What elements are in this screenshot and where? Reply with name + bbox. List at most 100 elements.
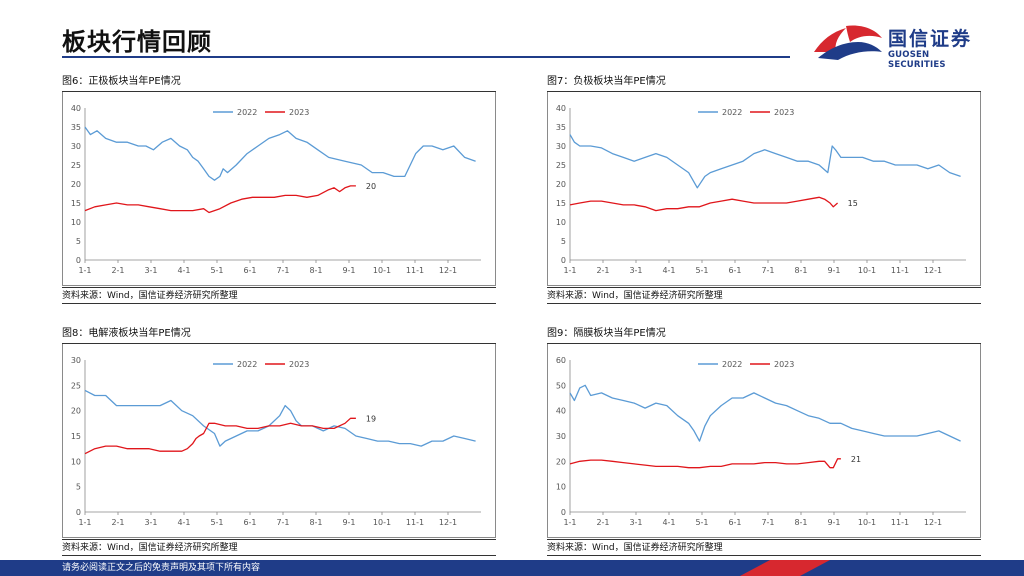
x-tick-label: 6-1	[728, 266, 741, 275]
x-tick-label: 2-1	[596, 518, 609, 527]
legend-label-2022: 2022	[722, 360, 742, 369]
x-tick-label: 6-1	[243, 266, 256, 275]
legend-label-2022: 2022	[237, 360, 257, 369]
x-tick-label: 9-1	[827, 518, 840, 527]
x-tick-label: 11-1	[406, 518, 424, 527]
x-tick-label: 12-1	[439, 518, 457, 527]
legend-label-2023: 2023	[774, 108, 794, 117]
x-tick-label: 11-1	[891, 518, 909, 527]
x-tick-label: 5-1	[210, 518, 223, 527]
legend-label-2023: 2023	[289, 360, 309, 369]
y-tick-label: 0	[561, 256, 566, 265]
y-tick-label: 40	[71, 104, 81, 113]
y-tick-label: 40	[556, 104, 566, 113]
series-line-2023	[84, 185, 356, 214]
y-tick-label: 5	[76, 483, 81, 492]
chart-frame: 0 5 10 15 20 25 30 35 40 1-1 2-1 3-1 4-1 5-1 6-1 7-1 8-1…	[62, 92, 496, 286]
chart-frame: 0 5 10 15 20 25 30 35 40 1-1 2-1 3-1 4-1 5-1 6-1 7-1 8-1…	[547, 92, 981, 286]
x-tick-label: 7-1	[761, 266, 774, 275]
x-tick-label: 6-1	[243, 518, 256, 527]
x-tick-label: 5-1	[695, 518, 708, 527]
legend-label-2022: 2022	[237, 108, 257, 117]
legend-label-2023: 2023	[774, 360, 794, 369]
y-tick-label: 35	[556, 123, 566, 132]
figure-caption: 图9：隔膜板块当年PE情况	[547, 326, 981, 344]
y-tick-label: 0	[561, 508, 566, 517]
y-tick-label: 5	[561, 237, 566, 246]
x-tick-label: 8-1	[309, 266, 322, 275]
y-tick-label: 30	[71, 356, 81, 365]
series-line-2023	[84, 417, 356, 455]
y-tick-label: 50	[556, 381, 566, 390]
end-value-label: 21	[851, 455, 861, 464]
x-tick-label: 7-1	[761, 518, 774, 527]
x-tick-label: 3-1	[629, 266, 642, 275]
y-tick-label: 0	[76, 256, 81, 265]
x-tick-label: 10-1	[858, 518, 876, 527]
series-line-2022	[84, 389, 476, 447]
y-tick-label: 15	[71, 199, 81, 208]
x-tick-label: 10-1	[858, 266, 876, 275]
x-tick-label: 11-1	[406, 266, 424, 275]
y-tick-label: 30	[556, 142, 566, 151]
y-tick-label: 20	[556, 180, 566, 189]
x-tick-label: 9-1	[827, 266, 840, 275]
x-tick-label: 5-1	[695, 266, 708, 275]
y-tick-label: 25	[71, 161, 81, 170]
x-tick-label: 11-1	[891, 266, 909, 275]
y-tick-label: 30	[71, 142, 81, 151]
x-tick-label: 12-1	[924, 518, 942, 527]
x-tick-label: 8-1	[794, 518, 807, 527]
x-tick-label: 2-1	[596, 266, 609, 275]
logo-name-en: GUOSEN SECURITIES	[888, 50, 946, 70]
x-tick-label: 4-1	[662, 518, 675, 527]
x-tick-label: 1-1	[78, 266, 91, 275]
x-tick-label: 2-1	[111, 518, 124, 527]
figure-caption: 图7：负极板块当年PE情况	[547, 74, 981, 92]
logo-name-cn: 国信证券	[888, 28, 973, 50]
pe-line-chart: 0 5 10 15 20 25 30 35 40 1-1 2-1 3-1 4-1 5-1 6-1 7-1 8-1…	[71, 104, 481, 275]
x-tick-label: 9-1	[342, 266, 355, 275]
end-value-label: 19	[366, 414, 376, 423]
chart-frame: 0 5 10 15 20 25 30 1-1 2-1 3-1 4-1 5-1 6-1 7-1 8-1 9-1 1…	[62, 344, 496, 538]
figure-caption: 图6：正极板块当年PE情况	[62, 74, 496, 92]
title-rule	[62, 56, 790, 58]
x-tick-label: 10-1	[373, 266, 391, 275]
y-tick-label: 15	[556, 199, 566, 208]
x-tick-label: 4-1	[177, 518, 190, 527]
y-tick-label: 15	[71, 432, 81, 441]
pe-line-chart: 0 5 10 15 20 25 30 35 40 1-1 2-1 3-1 4-1 5-1 6-1 7-1 8-1…	[556, 104, 966, 275]
y-tick-label: 20	[71, 407, 81, 416]
x-tick-label: 3-1	[144, 518, 157, 527]
x-tick-label: 8-1	[309, 518, 322, 527]
x-tick-label: 7-1	[276, 518, 289, 527]
legend-label-2023: 2023	[289, 108, 309, 117]
figure-source: 资料来源：Wind，国信证券经济研究所整理	[547, 539, 981, 556]
x-tick-label: 9-1	[342, 518, 355, 527]
footer-decoration	[740, 560, 1024, 576]
x-tick-label: 8-1	[794, 266, 807, 275]
x-tick-label: 1-1	[563, 266, 576, 275]
figure-caption: 图8：电解液板块当年PE情况	[62, 326, 496, 344]
x-tick-label: 1-1	[563, 518, 576, 527]
series-line-2022	[569, 134, 961, 189]
figure-source: 资料来源：Wind，国信证券经济研究所整理	[547, 287, 981, 304]
x-tick-label: 1-1	[78, 518, 91, 527]
y-tick-label: 10	[71, 457, 81, 466]
figure-source: 资料来源：Wind，国信证券经济研究所整理	[62, 287, 496, 304]
x-tick-label: 4-1	[177, 266, 190, 275]
x-tick-label: 5-1	[210, 266, 223, 275]
footer-disclaimer: 请务必阅读正文之后的免责声明及其项下所有内容	[62, 563, 261, 573]
legend-label-2022: 2022	[722, 108, 742, 117]
y-tick-label: 10	[556, 218, 566, 227]
x-tick-label: 2-1	[111, 266, 124, 275]
y-tick-label: 30	[556, 432, 566, 441]
x-tick-label: 3-1	[144, 266, 157, 275]
y-tick-label: 25	[71, 381, 81, 390]
series-line-2022	[569, 384, 961, 442]
x-tick-label: 12-1	[439, 266, 457, 275]
pe-line-chart: 0 5 10 15 20 25 30 1-1 2-1 3-1 4-1 5-1 6-1 7-1 8-1 9-1 1…	[71, 356, 481, 527]
y-tick-label: 35	[71, 123, 81, 132]
pe-line-chart: 0 10 20 30 40 50 60 1-1 2-1 3-1 4-1 5-1 6-1 7-1 8-1 9-1…	[556, 356, 966, 527]
y-tick-label: 5	[76, 237, 81, 246]
